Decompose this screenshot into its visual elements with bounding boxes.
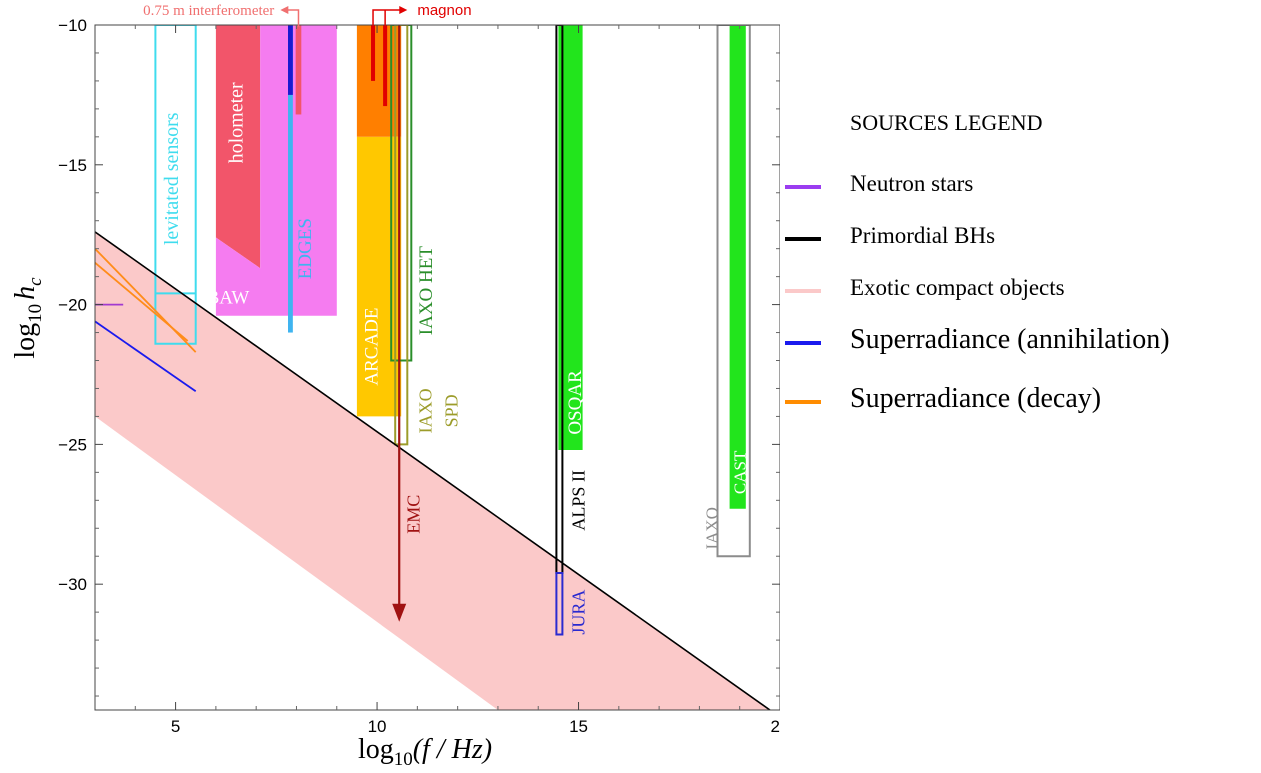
bar-0-75-m-interferometer bbox=[295, 25, 302, 115]
legend-title: SOURCES LEGEND bbox=[850, 110, 1043, 135]
label-jura: JURA bbox=[569, 590, 589, 635]
legend-swatch bbox=[785, 289, 821, 293]
label-arcade: ARCADE bbox=[361, 307, 382, 385]
y-tick-label: −30 bbox=[58, 575, 87, 594]
bar-edges-dark bbox=[288, 25, 293, 95]
y-tick-label: −20 bbox=[58, 296, 87, 315]
region-arcade-top bbox=[356, 25, 402, 137]
outline-jura bbox=[555, 572, 564, 636]
axis-ticks-layer: 5 10 15 20 −10 −15 −20 −25 −30 bbox=[58, 16, 780, 736]
outline-iaxo-het bbox=[390, 25, 413, 362]
primordial-bh-boundary-line bbox=[95, 231, 771, 710]
annotation-0-75-m-interferometer: 0.75 m interferometer bbox=[143, 3, 274, 19]
bar-edges bbox=[288, 25, 293, 333]
annotation-arrowhead-magnon bbox=[399, 6, 408, 14]
line-superradiance-decay bbox=[95, 248, 197, 353]
y-tick-label: −10 bbox=[58, 16, 87, 35]
plot-frame bbox=[94, 24, 780, 711]
label-osqar: OSQAR bbox=[565, 370, 586, 435]
annotation-connector-magnon bbox=[372, 9, 402, 27]
legend-swatch bbox=[785, 185, 821, 189]
legend-label: Superradiance (decay) bbox=[850, 382, 1102, 414]
x-axis-label: log10(f / Hz) bbox=[358, 734, 492, 770]
outline-iaxo-spd bbox=[394, 25, 409, 446]
vertical-bars-layer bbox=[288, 25, 388, 333]
label-edges: EDGES bbox=[295, 218, 316, 279]
legend-swatch bbox=[785, 400, 821, 404]
region-arcade bbox=[356, 136, 402, 417]
annotation-connector-0-75-m-interferometer bbox=[286, 9, 300, 27]
annotation-magnon: magnon bbox=[417, 2, 471, 19]
label-iaxo: IAXO bbox=[702, 507, 721, 550]
label-holometer: holometer bbox=[226, 82, 248, 163]
bar-magnon-2 bbox=[383, 25, 388, 107]
svg-text:log10(f / Hz): log10(f / Hz) bbox=[358, 734, 492, 770]
line-superradiance-decay-2 bbox=[95, 262, 189, 342]
y-axis-label: log10hc bbox=[10, 277, 46, 359]
legend-label: Neutron stars bbox=[850, 170, 974, 196]
emc-arrow-layer bbox=[392, 25, 407, 622]
x-tick-label: 15 bbox=[569, 717, 588, 736]
legend-label: Exotic compact objects bbox=[850, 274, 1065, 300]
label-alps-ii: ALPS II bbox=[569, 470, 589, 531]
annotation-arrowhead-0-75-m-interferometer bbox=[280, 6, 289, 14]
region-osqar bbox=[558, 25, 583, 450]
outline-iaxo bbox=[716, 25, 751, 558]
top-annotations-layer: 0.75 m interferometer magnon bbox=[143, 2, 472, 27]
label-baw: BAW bbox=[207, 287, 250, 308]
y-tick-label: −25 bbox=[58, 435, 87, 454]
region-cast bbox=[729, 25, 746, 509]
region-holometer bbox=[215, 25, 261, 269]
region-baw bbox=[215, 25, 337, 316]
emc-arrow-head bbox=[392, 603, 407, 622]
outline-regions-layer bbox=[154, 25, 751, 636]
legend-label: Primordial BHs bbox=[850, 222, 996, 248]
x-tick-label: 10 bbox=[368, 717, 387, 736]
legend-label: Superradiance (annihilation) bbox=[850, 323, 1170, 355]
label-cast: CAST bbox=[731, 450, 750, 494]
x-tick-label: 5 bbox=[171, 717, 180, 736]
chart-canvas: holometer BAW levitated sensors EDGES ARCADE… bbox=[10, 2, 780, 770]
legend-swatch bbox=[785, 341, 821, 345]
label-emc: EMC bbox=[403, 495, 423, 534]
filled-regions-layer bbox=[215, 25, 746, 509]
label-levitated-sensors: levitated sensors bbox=[161, 112, 183, 245]
label-spd: SPD bbox=[442, 394, 462, 427]
label-iaxo: IAXO bbox=[416, 388, 436, 433]
legend-swatch bbox=[785, 237, 821, 241]
svg-text:log10hc: log10hc bbox=[10, 277, 46, 359]
plot-border bbox=[94, 24, 780, 711]
label-iaxo-het: IAXO HET bbox=[416, 246, 437, 336]
outline-levitated-sensors bbox=[154, 25, 197, 345]
region-labels-layer: holometer BAW levitated sensors EDGES ARCADE… bbox=[161, 82, 749, 635]
bar-magnon-1 bbox=[371, 25, 376, 81]
x-tick-label: 20 bbox=[771, 717, 780, 736]
y-tick-label: −15 bbox=[58, 156, 87, 175]
source-lines-layer bbox=[95, 231, 771, 710]
line-superradiance-annihilation bbox=[95, 320, 197, 393]
